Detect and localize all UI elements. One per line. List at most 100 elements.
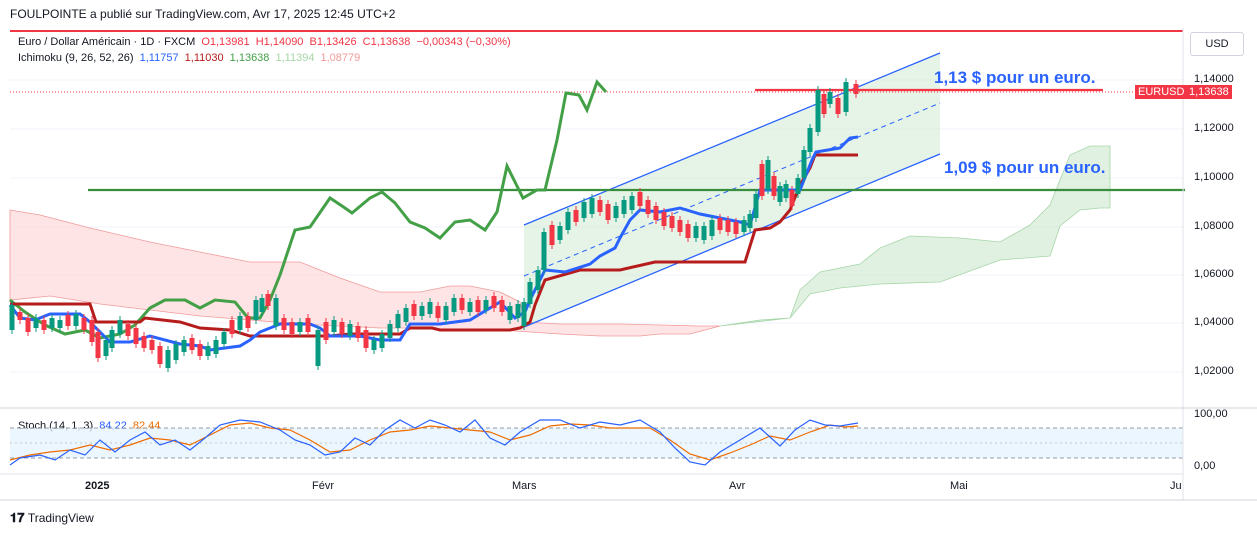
candle-body	[395, 314, 401, 328]
candle-body	[165, 350, 171, 368]
price-grid	[10, 79, 1183, 373]
ohlc-close: C1,13638	[362, 36, 411, 48]
ohlc-high: H1,14090	[255, 36, 304, 48]
symbol-title: Euro / Dollar Américain · 1D · FXCM	[18, 36, 196, 48]
candle-body	[515, 304, 521, 318]
candle-body	[17, 312, 23, 320]
candle-body	[747, 214, 753, 228]
time-tick-label: Avr	[729, 480, 746, 492]
candle-body	[189, 338, 195, 350]
candle-body	[205, 346, 211, 356]
candle-body	[103, 340, 109, 356]
candle-body	[273, 298, 279, 326]
candle-body	[253, 300, 259, 320]
candle-body	[181, 340, 187, 352]
annotation-lower[interactable]: 1,09 $ pour un euro.	[944, 158, 1106, 177]
channel-lower	[523, 153, 941, 328]
ichimoku-spanB-value: 1,08779	[320, 52, 361, 64]
currency-button[interactable]: USD	[1190, 32, 1244, 56]
candle-body	[765, 160, 771, 190]
candle-body	[213, 340, 219, 354]
candle-body	[821, 94, 827, 114]
ohlc-change: −0,00343 (−0,30%)	[416, 36, 511, 48]
candle-body	[557, 226, 563, 240]
candle-body	[419, 306, 425, 316]
candle-body	[621, 200, 627, 214]
ichimoku-legend[interactable]: Ichimoku (9, 26, 52, 26) 1,11757 1,11030…	[18, 52, 363, 64]
candle-body	[815, 90, 821, 132]
candle-body	[157, 346, 163, 364]
candle-body	[499, 300, 505, 312]
publisher-attribution: FOULPOINTE a publié sur TradingView.com,…	[10, 7, 396, 21]
candle-body	[853, 84, 859, 94]
tradingview-brand-text: TradingView	[27, 511, 94, 525]
candle-body	[827, 92, 833, 104]
candle-body	[685, 224, 691, 238]
candle-body	[483, 300, 489, 310]
candle-body	[197, 344, 203, 356]
tradingview-brand[interactable]: 𝟏𝟕 TradingView	[10, 510, 94, 526]
candle-body	[57, 320, 63, 328]
candle-body	[355, 326, 361, 338]
price-tick-label: 1,06000	[1194, 268, 1234, 280]
candle-body	[491, 296, 497, 308]
candle-body	[173, 344, 179, 360]
candle-body	[65, 315, 71, 326]
candle-body	[753, 194, 759, 218]
candle-body	[541, 232, 547, 270]
tenkan-line	[8, 135, 859, 352]
symbol-legend[interactable]: Euro / Dollar Américain · 1D · FXCM O1,1…	[18, 36, 514, 48]
candle-body	[653, 206, 659, 220]
candle-body	[411, 304, 417, 316]
candle-body	[221, 332, 227, 344]
candle-body	[507, 306, 513, 320]
candle-body	[141, 336, 147, 348]
candle-body	[467, 302, 473, 312]
ichimoku-kijun-value: 1,11030	[184, 52, 224, 64]
candle-body	[89, 320, 95, 342]
candle-body	[73, 314, 79, 326]
candle-body	[645, 200, 651, 214]
price-tick-label: 1,08000	[1194, 220, 1234, 232]
candle-body	[677, 220, 683, 232]
candle-body	[835, 98, 841, 114]
time-tick-label: 2025	[85, 480, 110, 492]
annotation-upper[interactable]: 1,13 $ pour un euro.	[934, 68, 1096, 87]
candle-body	[771, 176, 777, 196]
candle-body	[637, 192, 643, 206]
candle-body	[109, 330, 115, 348]
candle-body	[843, 82, 849, 112]
price-tick-label: 1,10000	[1194, 171, 1234, 183]
candle-body	[521, 302, 527, 326]
candle-body	[475, 300, 481, 312]
time-tick-label: Ju	[1170, 480, 1182, 492]
candle-body	[41, 320, 47, 330]
candle-body	[807, 128, 813, 152]
candle-body	[435, 306, 441, 318]
candle-body	[789, 190, 795, 206]
candle-body	[133, 328, 139, 344]
candle-body	[9, 305, 15, 330]
candle-body	[777, 186, 783, 202]
cloud-bear	[9, 209, 721, 337]
candle-body	[451, 298, 457, 312]
candle-body	[149, 340, 155, 350]
candle-body	[801, 150, 807, 178]
stoch-d-line	[9, 422, 859, 461]
symbol-price-tag: EURUSD	[1135, 85, 1188, 99]
candle-body	[281, 318, 287, 330]
candle-body	[81, 318, 87, 330]
ohlc-low: B1,13426	[309, 36, 357, 48]
ohlc-open: O1,13981	[201, 36, 250, 48]
candle-body	[741, 220, 747, 232]
candle-body	[573, 210, 579, 222]
candle-body	[117, 320, 123, 334]
tradingview-logo-icon: 𝟏𝟕	[10, 510, 25, 525]
ichimoku-tenkan-value: 1,11757	[139, 52, 179, 64]
channel-upper	[523, 52, 941, 226]
candle-body	[379, 334, 385, 348]
time-tick-label: Mai	[950, 480, 968, 492]
candle-body	[245, 316, 251, 328]
candle-body	[229, 320, 235, 334]
